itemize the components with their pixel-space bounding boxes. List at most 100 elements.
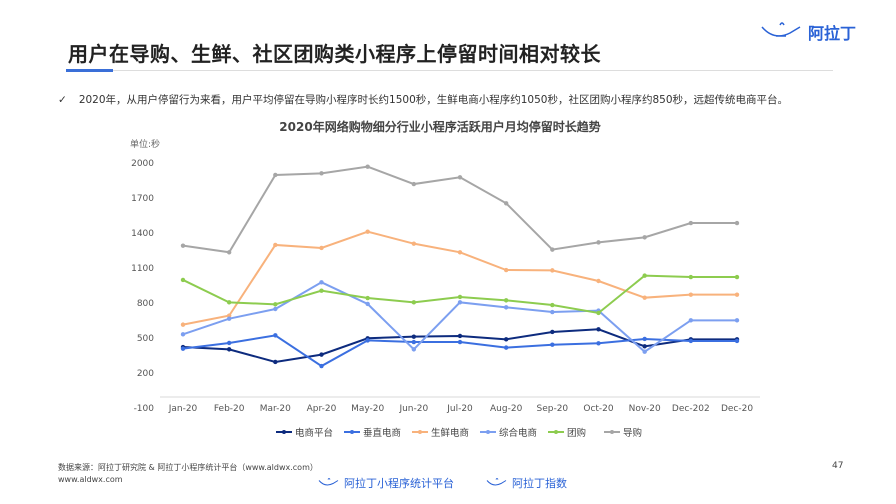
legend-item: 团购 <box>548 427 586 439</box>
y-tick-label: 500 <box>137 334 154 344</box>
data-point <box>688 274 694 280</box>
series-0 <box>180 327 740 365</box>
series-line <box>182 165 737 254</box>
data-point <box>596 341 601 346</box>
data-point <box>457 294 463 300</box>
website-link[interactable]: www.aldwx.com <box>58 475 123 484</box>
legend-marker <box>418 430 422 434</box>
data-point <box>226 316 232 321</box>
data-source: 数据来源：阿拉丁研究院 & 阿拉丁小程序统计平台（www.aldwx.com） <box>58 463 318 472</box>
y-tick-label: 200 <box>137 369 154 379</box>
series-2 <box>180 229 740 327</box>
x-tick-label: Aug-20 <box>490 404 523 414</box>
legend-marker <box>282 430 286 434</box>
data-point <box>411 347 417 352</box>
data-point <box>503 337 509 342</box>
data-point <box>642 349 647 354</box>
data-point <box>411 181 417 187</box>
footer-logo2-text: 阿拉丁指数 <box>512 477 567 490</box>
data-point <box>319 171 324 176</box>
y-tick-label: -100 <box>134 404 155 414</box>
data-point <box>642 295 647 300</box>
data-point <box>273 242 278 248</box>
data-point <box>226 347 232 352</box>
x-tick-label: Jan-20 <box>168 404 198 414</box>
data-point <box>226 313 232 318</box>
data-point <box>642 273 647 278</box>
y-tick-label: 1700 <box>131 194 154 204</box>
data-point <box>273 333 278 338</box>
data-point <box>457 300 463 305</box>
summary-text: 2020年，从用户停留行为来看，用户平均停留在导购小程序时长约1500秒，生鲜电… <box>78 94 789 106</box>
x-tick-label: Mar-20 <box>260 404 291 414</box>
data-point <box>457 333 463 339</box>
legend-label: 垂直电商 <box>363 427 401 439</box>
brand-logo: 阿拉丁 <box>760 20 856 44</box>
summary-bullet: ✓ 2020年，从用户停留行为来看，用户平均停留在导购小程序时长约1500秒，生鲜… <box>58 92 788 107</box>
data-point <box>734 220 740 226</box>
data-point <box>180 346 186 351</box>
data-point <box>596 327 601 332</box>
data-point <box>411 339 417 345</box>
data-point <box>319 245 324 251</box>
data-point <box>642 344 647 349</box>
data-point <box>734 292 740 297</box>
y-tick-label: 1100 <box>131 264 154 274</box>
data-point <box>734 274 740 280</box>
data-point <box>226 250 232 255</box>
page-title: 用户在导购、生鲜、社区团购类小程序上停留时间相对较长 <box>68 42 601 66</box>
legend-item: 生鲜电商 <box>412 427 469 439</box>
y-tick-label: 800 <box>137 299 154 309</box>
x-tick-label: Jul-20 <box>446 404 473 414</box>
series-5 <box>180 164 740 255</box>
x-tick-label: Dec-20 <box>721 404 753 414</box>
legend-label: 生鲜电商 <box>431 427 469 439</box>
data-point <box>734 318 740 323</box>
data-point <box>365 301 370 307</box>
data-point <box>180 322 186 327</box>
data-point <box>596 310 601 316</box>
data-point <box>365 295 370 301</box>
data-point <box>226 300 232 305</box>
footer-logo-index: 阿拉丁指数 <box>486 475 567 491</box>
x-tick-label: Feb-20 <box>214 404 245 414</box>
title-divider <box>66 70 833 71</box>
data-point <box>550 342 555 347</box>
legend-item: 综合电商 <box>480 427 537 439</box>
x-tick-label: Oct-20 <box>583 404 614 414</box>
data-point <box>503 267 509 273</box>
x-tick-label: Sep-20 <box>536 404 568 414</box>
legend-label: 团购 <box>567 427 586 439</box>
x-tick-label: Apr-20 <box>307 404 337 414</box>
legend-marker <box>554 430 558 434</box>
data-point <box>503 201 509 206</box>
chart-title: 2020年网络购物细分行业小程序活跃用户月均停留时长趋势 <box>279 119 600 134</box>
series-4 <box>180 273 740 316</box>
page-number: 47 <box>832 461 844 471</box>
data-point <box>319 288 324 293</box>
data-point <box>503 345 509 350</box>
data-point <box>365 164 370 169</box>
data-point <box>457 339 463 345</box>
data-point <box>226 340 232 346</box>
legend-item: 垂直电商 <box>344 427 401 439</box>
footer-logo-stats: 阿拉丁小程序统计平台 <box>318 475 454 491</box>
data-point <box>319 280 324 285</box>
legend-marker <box>350 430 354 434</box>
data-point <box>503 298 509 303</box>
lamp-icon <box>318 478 339 486</box>
data-point <box>642 336 647 342</box>
data-point <box>273 302 278 307</box>
legend-label: 导购 <box>623 427 642 439</box>
data-point <box>273 172 278 178</box>
data-point <box>319 352 324 357</box>
legend-marker <box>486 430 490 434</box>
data-point <box>273 359 278 365</box>
data-point <box>273 306 278 312</box>
y-tick-label: 1400 <box>131 229 154 239</box>
x-tick-label: Jun-20 <box>398 404 428 414</box>
data-point <box>180 243 186 248</box>
series-1 <box>180 333 740 369</box>
legend-item: 导购 <box>604 427 642 439</box>
